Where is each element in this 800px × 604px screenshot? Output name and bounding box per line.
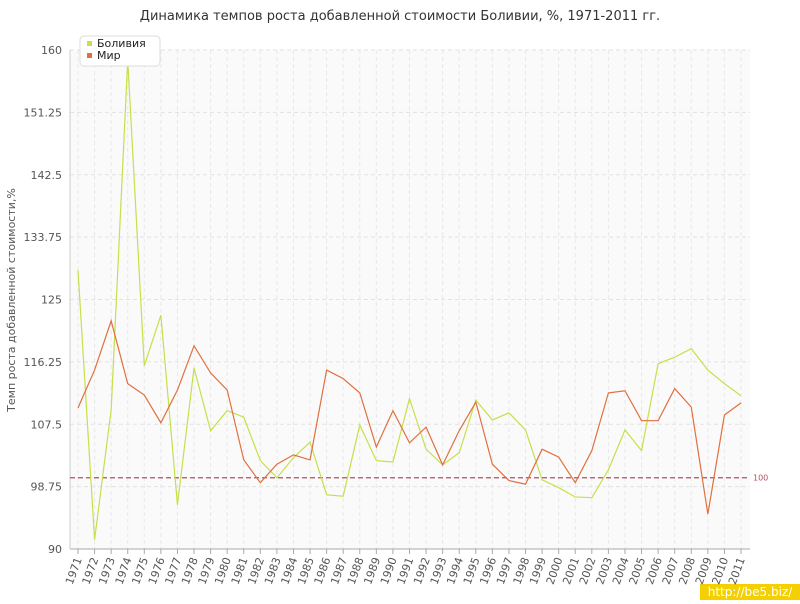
series-line bbox=[77, 59, 742, 540]
y-tick-label: 116.25 bbox=[24, 356, 63, 369]
legend-label: Боливия bbox=[97, 37, 146, 50]
watermark: http://be5.biz/ bbox=[708, 585, 793, 599]
y-tick-label: 125 bbox=[41, 294, 62, 307]
y-tick-label: 160 bbox=[41, 44, 62, 57]
y-tick-label: 98.75 bbox=[31, 481, 63, 494]
y-tick-label: 90 bbox=[48, 543, 62, 556]
legend-label: Мир bbox=[97, 49, 121, 62]
y-axis-label: Темп роста добавленной стоимости,% bbox=[5, 188, 18, 413]
legend-swatch bbox=[87, 53, 92, 58]
legend-swatch bbox=[87, 41, 92, 46]
reference-label: 100 bbox=[753, 474, 768, 483]
chart-title: Динамика темпов роста добавленной стоимо… bbox=[140, 9, 660, 24]
legend-box bbox=[79, 35, 161, 67]
y-tick-label: 151.25 bbox=[24, 106, 63, 119]
y-tick-label: 133.75 bbox=[24, 231, 63, 244]
series-line bbox=[77, 318, 742, 515]
watermark-bg bbox=[700, 584, 800, 600]
y-tick-label: 107.5 bbox=[31, 418, 63, 431]
y-tick-label: 142.5 bbox=[31, 169, 63, 182]
